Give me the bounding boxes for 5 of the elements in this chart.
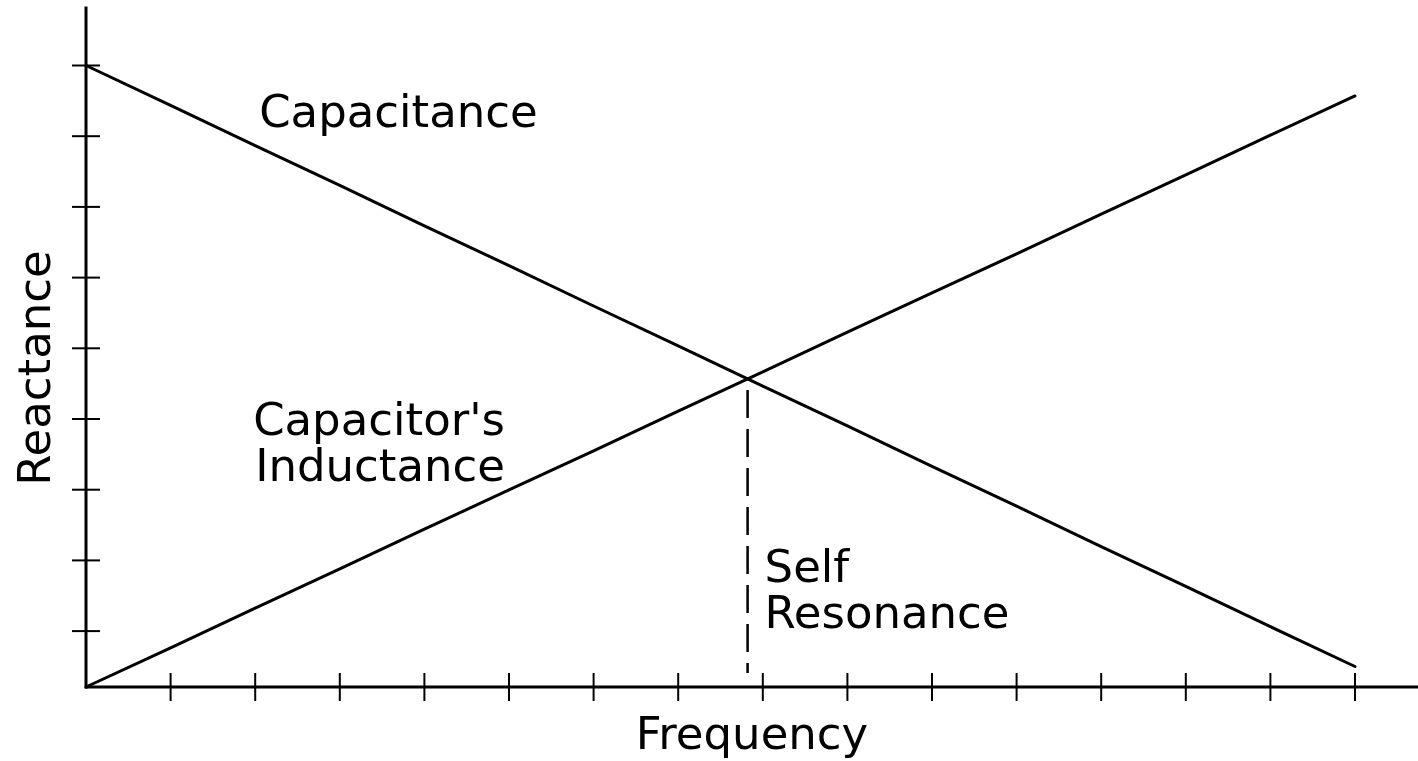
annotation: Self Resonance xyxy=(764,540,1010,639)
series-label: Capacitance xyxy=(259,84,538,138)
series-label: Capacitor's Inductance xyxy=(253,392,505,492)
x-axis-title: Frequency xyxy=(635,707,869,760)
y-axis-title: Reactance xyxy=(8,250,61,486)
